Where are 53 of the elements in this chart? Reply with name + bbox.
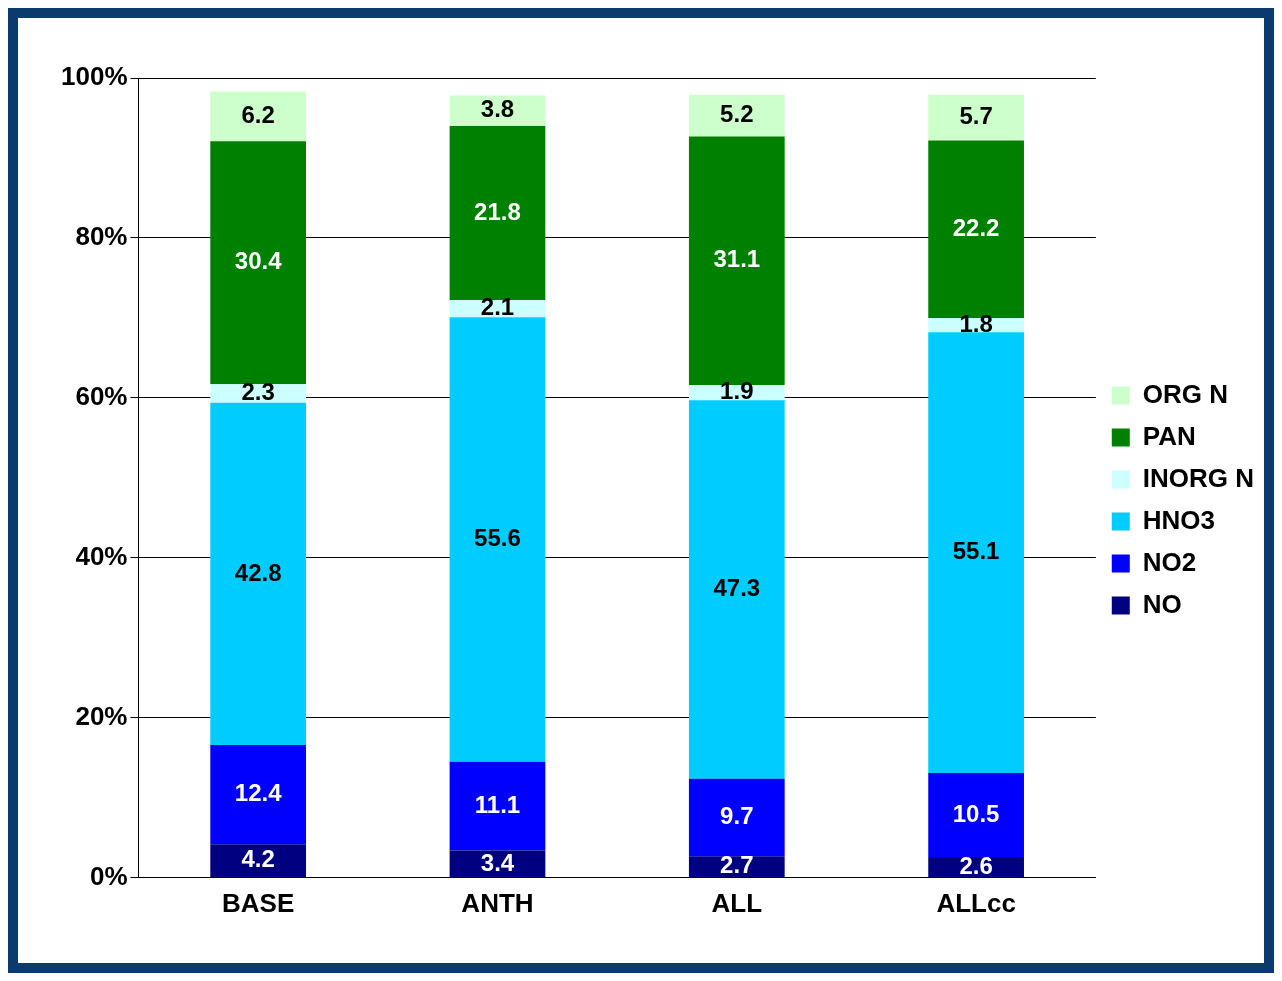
data-label: 21.8 <box>474 197 521 225</box>
bar <box>210 745 307 845</box>
y-tick-label: 60% <box>75 381 128 412</box>
bar <box>210 844 307 878</box>
data-label: 4.2 <box>241 845 275 873</box>
data-label: 3.8 <box>480 95 515 123</box>
data-label: 2.3 <box>241 378 275 406</box>
y-tick-label: 80% <box>75 221 128 252</box>
data-label: 2.6 <box>959 851 993 879</box>
legend-label: NO2 <box>1142 546 1197 577</box>
bar <box>688 94 785 137</box>
bar <box>928 332 1024 774</box>
data-label: 42.8 <box>234 558 282 586</box>
data-label: 2.7 <box>720 851 754 879</box>
bar <box>928 94 1024 141</box>
y-tick-label: 0% <box>89 860 128 891</box>
legend-label: PAN <box>1142 420 1196 451</box>
data-label: 2.1 <box>480 293 515 321</box>
bar <box>449 317 546 762</box>
data-label: 11.1 <box>474 790 521 818</box>
legend-label: HNO3 <box>1142 504 1216 535</box>
data-label: 31.1 <box>713 245 761 273</box>
y-tick-label: 100% <box>61 61 128 92</box>
legend-label: ORG N <box>1142 378 1229 409</box>
bar <box>210 402 307 746</box>
data-label: 55.1 <box>952 537 1000 565</box>
y-tick-label: 40% <box>75 541 128 572</box>
bar <box>928 773 1024 858</box>
bar <box>210 141 307 385</box>
data-label: 47.3 <box>713 574 761 602</box>
x-tick-label: ALLcc <box>936 887 1016 918</box>
data-label: 10.5 <box>952 799 1000 827</box>
x-tick-label: BASE <box>222 887 295 918</box>
data-label: 12.4 <box>234 779 283 807</box>
data-label: 6.2 <box>241 101 275 129</box>
data-label: 9.7 <box>720 802 754 830</box>
data-label: 22.2 <box>952 213 1000 241</box>
data-label: 1.8 <box>959 309 993 337</box>
legend-label: NO <box>1142 588 1182 619</box>
bar <box>688 400 785 779</box>
bar <box>449 761 546 851</box>
x-tick-label: ALL <box>711 887 763 918</box>
data-label: 30.4 <box>234 247 283 275</box>
data-label: 5.2 <box>720 100 754 128</box>
bar <box>210 91 307 142</box>
data-label: 3.4 <box>480 848 515 876</box>
data-label: 1.9 <box>720 377 754 405</box>
y-tick-label: 20% <box>75 701 128 732</box>
data-label: 5.7 <box>959 102 993 130</box>
data-label: 55.6 <box>474 524 521 552</box>
x-tick-label: ANTH <box>461 887 534 918</box>
legend-label: INORG N <box>1142 462 1255 493</box>
bar <box>688 778 785 857</box>
